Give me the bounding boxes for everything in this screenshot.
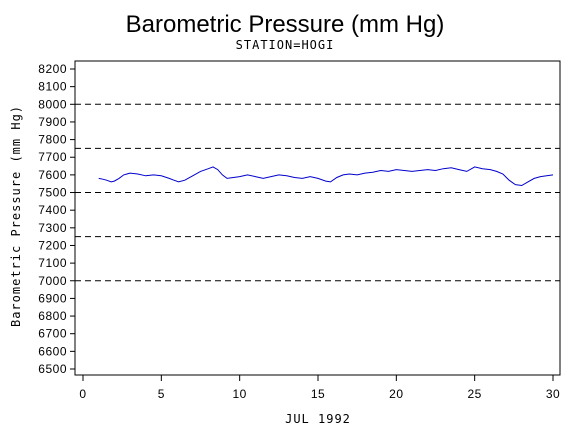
y-tick-label: 7500 <box>38 186 67 200</box>
x-axis: 0 5 10 15 20 25 30 <box>79 375 560 401</box>
y-tick-label: 7700 <box>38 150 67 164</box>
x-tick-label: 20 <box>389 387 403 401</box>
y-tick-label: 7000 <box>38 274 67 288</box>
y-tick-label: 6900 <box>38 291 67 305</box>
x-tick-label: 30 <box>546 387 560 401</box>
chart-subtitle: STATION=HOGI <box>236 38 335 52</box>
y-tick-label: 8100 <box>38 80 67 94</box>
chart-title: Barometric Pressure (mm Hg) <box>126 11 445 38</box>
x-tick-label: 5 <box>158 387 165 401</box>
y-tick-label: 8200 <box>38 62 67 76</box>
y-tick-label: 6500 <box>38 362 67 376</box>
y-tick-label: 6700 <box>38 327 67 341</box>
y-tick-label: 7200 <box>38 238 67 252</box>
y-tick-label: 6600 <box>38 344 67 358</box>
series-line-0 <box>98 166 554 187</box>
x-tick-label: 10 <box>232 387 246 401</box>
reference-lines <box>75 103 560 282</box>
plot-frame <box>74 60 561 376</box>
y-axis-label: Barometric Pressure (mm Hg) <box>9 105 23 327</box>
y-tick-label: 7900 <box>38 115 67 129</box>
x-tick-label: 0 <box>79 387 86 401</box>
x-tick-label: 25 <box>467 387 481 401</box>
y-tick-label: 8000 <box>38 97 67 111</box>
y-tick-label: 6800 <box>38 309 67 323</box>
series-group <box>98 166 554 187</box>
y-tick-label: 7600 <box>38 168 67 182</box>
x-tick-label: 15 <box>311 387 325 401</box>
y-tick-label: 7400 <box>38 203 67 217</box>
y-tick-label: 7800 <box>38 133 67 147</box>
y-axis: 6500 6600 6700 6800 6900 7000 7100 7200 7300 7400… <box>38 62 75 376</box>
y-tick-label: 7300 <box>38 221 67 235</box>
x-axis-label: JUL 1992 <box>285 412 351 426</box>
y-tick-label: 7100 <box>38 256 67 270</box>
